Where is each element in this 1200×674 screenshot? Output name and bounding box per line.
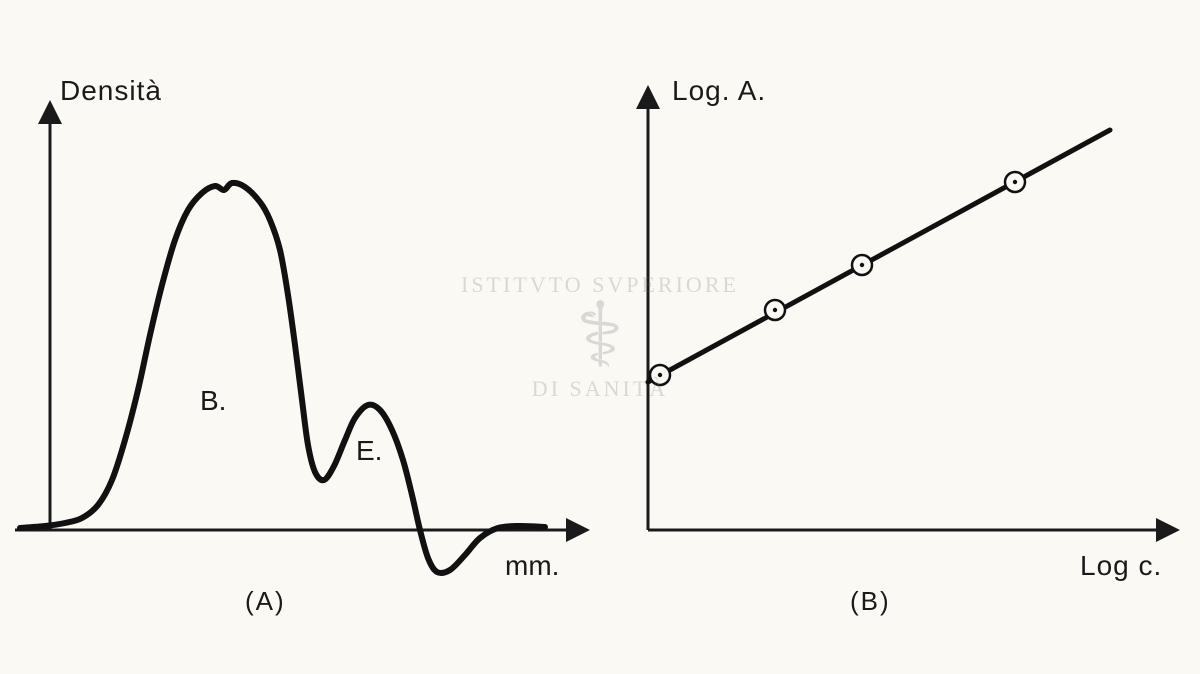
- panel-b-y-axis-label: Log. A.: [672, 75, 766, 106]
- panel-a-caption: (A): [245, 586, 286, 616]
- panel-a-peak-label-b: B.: [200, 385, 226, 416]
- panel-b: Log. A. Log c. (B): [600, 10, 1190, 650]
- data-marker-dot: [1013, 180, 1017, 184]
- panel-b-fit-line: [648, 130, 1110, 382]
- panel-a-density-curve: [20, 183, 545, 573]
- panel-b-x-axis-label: Log c.: [1080, 550, 1162, 581]
- panel-a-y-axis-label: Densità: [60, 75, 162, 106]
- panel-a: Densità mm. B. E. (A): [10, 10, 600, 650]
- data-marker-dot: [658, 373, 662, 377]
- panel-a-x-axis-label: mm.: [505, 550, 559, 581]
- figure-stage: Densità mm. B. E. (A) Log. A. Log c. (B)…: [0, 0, 1200, 674]
- data-marker-dot: [773, 308, 777, 312]
- panel-a-peak-label-e: E.: [356, 435, 382, 466]
- panel-b-caption: (B): [850, 586, 891, 616]
- data-marker-dot: [860, 263, 864, 267]
